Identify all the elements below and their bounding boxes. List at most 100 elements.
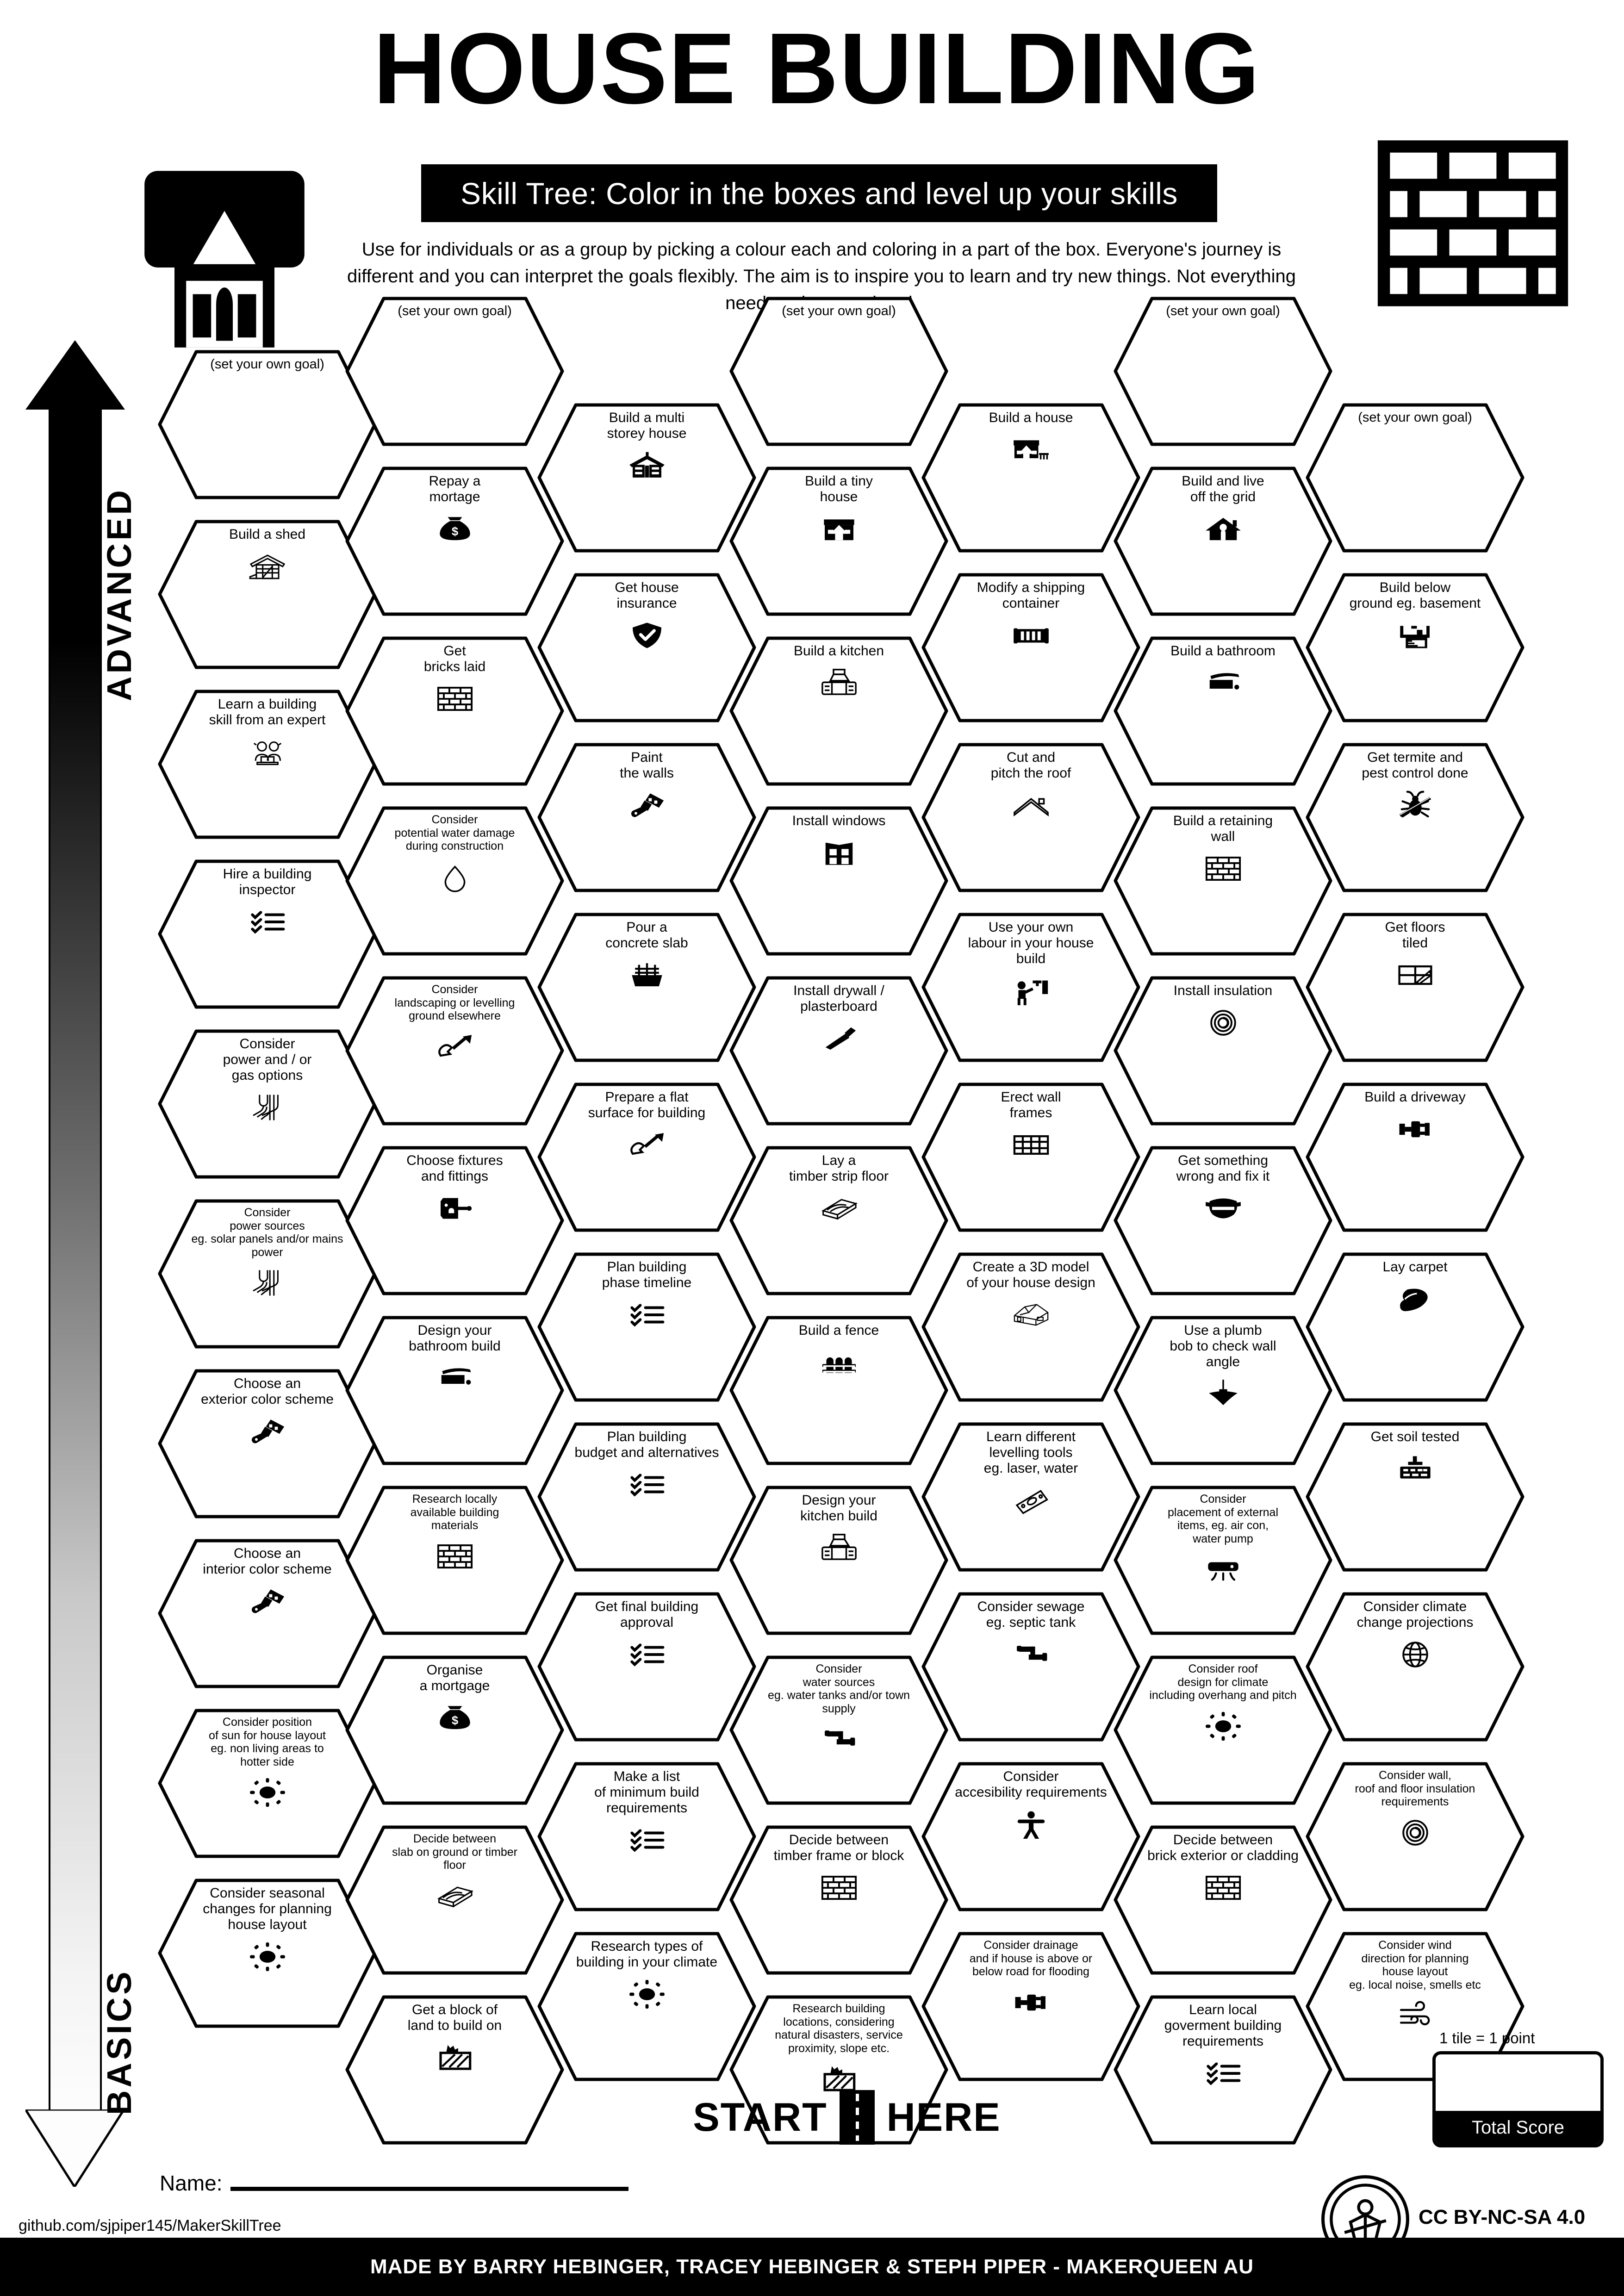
hexagon-outline xyxy=(1114,976,1332,1126)
skill-tile[interactable]: Build a kitchen xyxy=(729,636,949,786)
skill-tile[interactable]: Learn a building skill from an expert xyxy=(157,689,377,840)
skill-tile[interactable]: Get soil tested xyxy=(1305,1422,1525,1572)
skill-tile[interactable]: Hire a building inspector xyxy=(157,859,377,1009)
skill-tile[interactable]: Build a shed xyxy=(157,519,377,670)
skill-tile[interactable]: Make a list of minimum build requirement… xyxy=(537,1761,757,1912)
skill-tile[interactable]: Consider power sources eg. solar panels … xyxy=(157,1199,377,1349)
skill-tile[interactable]: Research types of building in your clima… xyxy=(537,1931,757,2082)
skill-tile[interactable]: Prepare a flat surface for building xyxy=(537,1082,757,1232)
skill-tile[interactable]: Consider roof design for climate includi… xyxy=(1113,1655,1333,1805)
skill-tile[interactable]: Create a 3D model of your house design xyxy=(921,1252,1141,1402)
skill-tile[interactable]: Choose an exterior color scheme xyxy=(157,1369,377,1519)
skill-tile[interactable]: Install drywall / plasterboard xyxy=(729,976,949,1126)
skill-tile[interactable]: (set your own goal) xyxy=(345,296,565,447)
skill-tile[interactable]: Consider wall, roof and floor insulation… xyxy=(1305,1761,1525,1912)
skill-tile[interactable]: Lay carpet xyxy=(1305,1252,1525,1402)
skill-tile[interactable]: Consider placement of external items, eg… xyxy=(1113,1485,1333,1636)
skill-tile[interactable]: Plan building phase timeline xyxy=(537,1252,757,1402)
skill-tile[interactable]: Consider position of sun for house layou… xyxy=(157,1708,377,1859)
skill-tile[interactable]: Consider power and / or gas options xyxy=(157,1029,377,1179)
repo-url[interactable]: github.com/sjpiper145/MakerSkillTree xyxy=(19,2217,281,2234)
skill-tile[interactable]: Get a block of land to build on xyxy=(345,1995,565,2145)
skill-tile-label: Consider climate change projections xyxy=(1356,1599,1474,1630)
skill-tile[interactable]: Build a fence xyxy=(729,1315,949,1466)
skill-tile[interactable]: Get house insurance xyxy=(537,572,757,723)
shovel-icon xyxy=(625,1126,669,1164)
skill-tile[interactable]: Get termite and pest control done xyxy=(1305,742,1525,893)
skill-tile[interactable]: Build a house xyxy=(921,403,1141,553)
skill-tile-content: Design your bathroom build xyxy=(345,1315,565,1466)
skill-tile[interactable]: Consider climate change projections xyxy=(1305,1592,1525,1742)
skill-tile[interactable]: Build a driveway xyxy=(1305,1082,1525,1232)
skill-tile[interactable]: Consider water sources eg. water tanks a… xyxy=(729,1655,949,1805)
skill-tile[interactable]: Erect wall frames xyxy=(921,1082,1141,1232)
skill-tile[interactable]: (set your own goal) xyxy=(157,349,377,500)
skill-tile-content: Cut and pitch the roof xyxy=(921,742,1141,893)
skill-tile[interactable]: Pour a concrete slab xyxy=(537,912,757,1063)
skill-tile[interactable]: Get floors tiled xyxy=(1305,912,1525,1063)
skill-tile-label: Plan building budget and alternatives xyxy=(574,1429,719,1460)
skill-tile-label: Consider landscaping or levelling ground… xyxy=(394,983,515,1022)
skill-tile[interactable]: Learn different levelling tools eg. lase… xyxy=(921,1422,1141,1572)
skill-tile[interactable]: Choose an interior color scheme xyxy=(157,1538,377,1689)
skill-tile[interactable]: Get something wrong and fix it xyxy=(1113,1145,1333,1296)
skill-tile-label: Get something wrong and fix it xyxy=(1176,1153,1270,1184)
skill-tile[interactable]: Decide between brick exterior or claddin… xyxy=(1113,1825,1333,1975)
skill-tile[interactable]: Build a bathroom xyxy=(1113,636,1333,786)
hexagon-outline xyxy=(1114,1146,1332,1295)
hexagon-outline xyxy=(921,1592,1140,1742)
skill-tile[interactable]: Consider wind direction for planning hou… xyxy=(1305,1931,1525,2082)
skill-tile[interactable]: Build below ground eg. basement xyxy=(1305,572,1525,723)
skill-tile[interactable]: Modify a shipping container xyxy=(921,572,1141,723)
skill-tile[interactable]: Install windows xyxy=(729,806,949,956)
skill-tile[interactable]: Choose fixtures and fittings xyxy=(345,1145,565,1296)
skill-tile[interactable]: Organise a mortgage $ xyxy=(345,1655,565,1805)
skill-tile[interactable]: Consider seasonal changes for planning h… xyxy=(157,1878,377,2028)
skill-tile[interactable]: Design your bathroom build xyxy=(345,1315,565,1466)
name-input-rule[interactable] xyxy=(230,2187,629,2191)
wind-icon xyxy=(1393,1996,1437,2035)
skill-tile[interactable]: Build a tiny house xyxy=(729,466,949,616)
skill-tile[interactable]: Design your kitchen build xyxy=(729,1485,949,1636)
skill-tile[interactable]: Lay a timber strip floor xyxy=(729,1145,949,1296)
skill-tile[interactable]: Consider landscaping or levelling ground… xyxy=(345,976,565,1126)
carpet-roll-icon xyxy=(1393,1280,1437,1319)
skill-tile[interactable]: Consider drainage and if house is above … xyxy=(921,1931,1141,2082)
total-score-box[interactable]: Total Score xyxy=(1432,2051,1604,2147)
skill-tile[interactable]: Cut and pitch the roof xyxy=(921,742,1141,893)
skill-tile[interactable]: Build a multi storey house xyxy=(537,403,757,553)
shed-icon xyxy=(245,547,290,586)
skill-tile-label: Get a block of land to build on xyxy=(407,2002,502,2033)
skill-tile[interactable]: Get bricks laid xyxy=(345,636,565,786)
skill-tile[interactable]: Paint the walls xyxy=(537,742,757,893)
skill-tile[interactable]: Use a plumb bob to check wall angle xyxy=(1113,1315,1333,1466)
skill-tile[interactable]: Decide between timber frame or block xyxy=(729,1825,949,1975)
skill-tile[interactable]: Get final building approval xyxy=(537,1592,757,1742)
house-logo-icon xyxy=(141,167,308,352)
skill-tile[interactable]: Install insulation xyxy=(1113,976,1333,1126)
skill-tile[interactable]: Decide between slab on ground or timber … xyxy=(345,1825,565,1975)
skill-tile-content: Repay a mortage $ xyxy=(345,466,565,616)
name-field-row[interactable]: Name: xyxy=(160,2171,629,2196)
skill-tile[interactable]: Consider accesibility requirements xyxy=(921,1761,1141,1912)
skill-tile[interactable]: Build and live off the grid xyxy=(1113,466,1333,616)
skill-tile[interactable]: Research building locations, considering… xyxy=(729,1995,949,2145)
skill-tile[interactable]: Consider potential water damage during c… xyxy=(345,806,565,956)
skill-tile[interactable]: (set your own goal) xyxy=(1113,296,1333,447)
skill-tile[interactable]: Research locally available building mate… xyxy=(345,1485,565,1636)
difficulty-axis-arrow xyxy=(25,340,125,2187)
skill-tile[interactable]: Learn local goverment building requireme… xyxy=(1113,1995,1333,2145)
skill-tile[interactable]: (set your own goal) xyxy=(729,296,949,447)
fence-icon xyxy=(817,1343,861,1382)
wires-icon xyxy=(245,1088,290,1127)
skill-tile[interactable]: Consider sewage eg. septic tank xyxy=(921,1592,1141,1742)
skill-tile-content: Research locally available building mate… xyxy=(345,1485,565,1636)
skill-tile[interactable]: Repay a mortage $ xyxy=(345,466,565,616)
tiles-icon xyxy=(1393,956,1437,995)
skill-tile-label: Design your kitchen build xyxy=(800,1493,877,1524)
skill-tile[interactable]: Plan building budget and alternatives xyxy=(537,1422,757,1572)
hexagon-outline xyxy=(158,350,377,499)
skill-tile[interactable]: Use your own labour in your house build xyxy=(921,912,1141,1063)
skill-tile[interactable]: (set your own goal) xyxy=(1305,403,1525,553)
skill-tile[interactable]: Build a retaining wall xyxy=(1113,806,1333,956)
